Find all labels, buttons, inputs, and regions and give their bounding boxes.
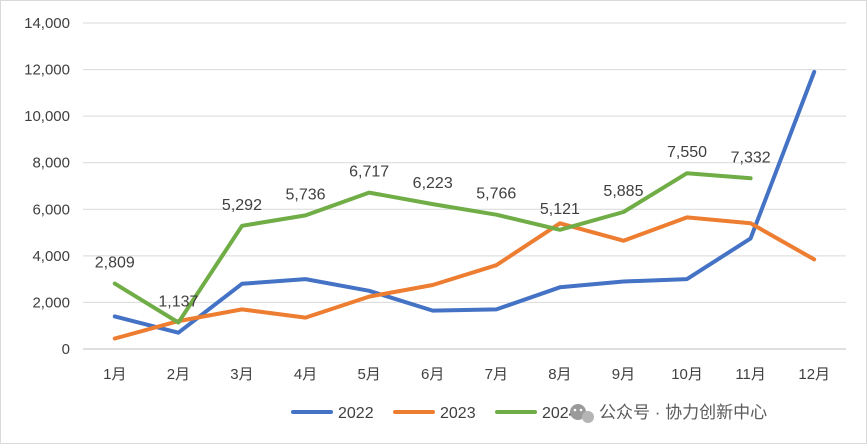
y-tick-label: 2,000: [32, 294, 70, 311]
legend-label-2023: 2023: [440, 405, 476, 422]
watermark-text: 公众号 · 协力创新中心: [599, 403, 767, 422]
data-labels: 2,809 1,137 5,292 5,736 6,717 6,223 5,766 5,121…: [95, 144, 771, 310]
data-label: 6,717: [349, 164, 389, 181]
x-tick-label: 8月: [548, 366, 571, 383]
watermark: 公众号 · 协力创新中心: [570, 403, 767, 423]
data-label: 6,223: [413, 175, 453, 192]
x-tick-label: 3月: [230, 366, 253, 383]
y-tick-label: 6,000: [32, 201, 70, 218]
x-tick-label: 4月: [294, 366, 317, 383]
series-line-2022: [112, 69, 817, 335]
data-label: 1,137: [158, 294, 198, 311]
data-label: 7,332: [731, 149, 771, 166]
data-label: 5,292: [222, 197, 262, 214]
x-tick-label: 2月: [167, 366, 190, 383]
series-lines: [112, 69, 817, 341]
y-tick-label: 4,000: [32, 248, 70, 265]
data-label: 2,809: [95, 255, 135, 272]
x-tick-label: 7月: [485, 366, 508, 383]
x-tick-label: 5月: [357, 366, 380, 383]
y-tick-label: 10,000: [24, 108, 70, 125]
data-label: 5,736: [286, 186, 326, 203]
y-tick-label: 0: [62, 341, 70, 358]
series-line-2024: [112, 171, 753, 325]
x-tick-label: 6月: [421, 366, 444, 383]
gridlines: [83, 22, 846, 350]
data-label: 5,766: [476, 186, 516, 203]
x-axis-ticks: 1月 2月 3月 4月 5月 6月 7月 8月 9月 10月 11月 12月: [103, 366, 830, 383]
data-label: 7,550: [667, 144, 707, 161]
x-tick-label: 9月: [612, 366, 635, 383]
series-line-2023: [112, 215, 817, 341]
legend-label-2024: 2024: [542, 405, 578, 422]
x-tick-label: 11月: [735, 366, 766, 383]
legend: 2022 2023 2024: [291, 405, 578, 422]
y-axis-ticks: 0 2,000 4,000 6,000 8,000 10,000 12,000 14,000: [24, 15, 70, 358]
y-tick-label: 14,000: [24, 15, 70, 32]
data-label: 5,121: [540, 201, 580, 218]
y-tick-label: 12,000: [24, 62, 70, 79]
legend-label-2022: 2022: [338, 405, 374, 422]
x-tick-label: 1月: [103, 366, 126, 383]
y-tick-label: 8,000: [32, 155, 70, 172]
wechat-icon: [570, 404, 594, 423]
x-tick-label: 10月: [671, 366, 703, 383]
x-tick-label: 12月: [798, 366, 830, 383]
data-label: 5,885: [603, 183, 643, 200]
